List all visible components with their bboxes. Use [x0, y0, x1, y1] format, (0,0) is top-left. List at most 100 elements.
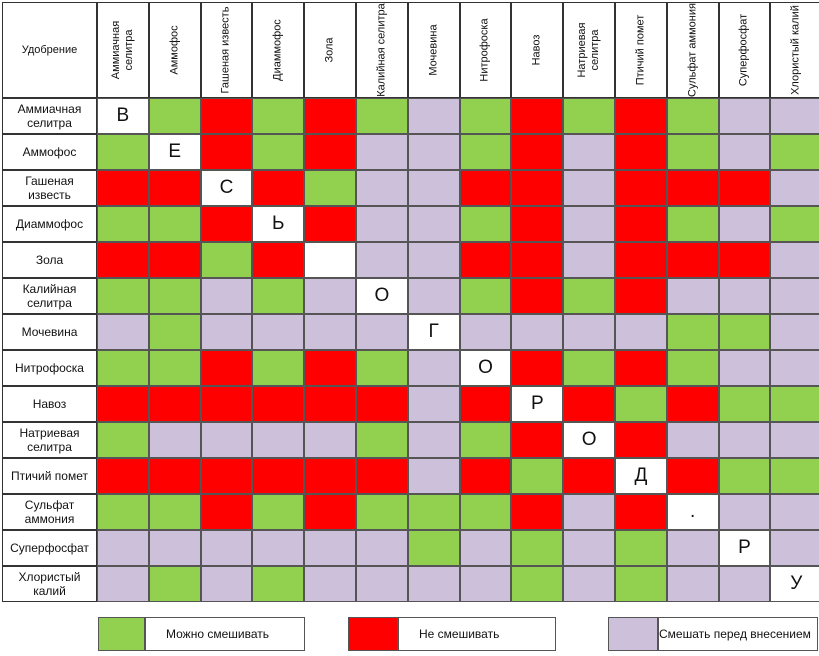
compatibility-cell [770, 242, 819, 278]
compatibility-cell [97, 206, 149, 242]
compatibility-cell [563, 98, 615, 134]
compatibility-cell [666, 422, 719, 458]
column-header-label: Нитрофоска [478, 18, 491, 82]
column-header: Гашеная известь [200, 2, 253, 98]
compatibility-cell [407, 98, 460, 134]
column-header-label: Аммофос [168, 25, 181, 75]
compatibility-cell [356, 206, 408, 242]
compatibility-cell [356, 530, 408, 566]
compatibility-cell [200, 134, 253, 170]
compatibility-cell [148, 278, 201, 314]
compatibility-cell [97, 350, 149, 386]
compatibility-cell [97, 530, 149, 566]
compatibility-cell [718, 422, 771, 458]
compatibility-cell [615, 98, 667, 134]
row-header: Птичий помет [2, 458, 97, 494]
compatibility-cell [459, 134, 512, 170]
compatibility-cell [407, 242, 460, 278]
compatibility-cell [304, 494, 356, 530]
compatibility-cell [148, 350, 201, 386]
compatibility-cell [304, 134, 356, 170]
compatibility-cell [148, 494, 201, 530]
compatibility-cell [252, 98, 305, 134]
compatibility-cell [563, 278, 615, 314]
column-header: Птичий помет [615, 2, 667, 98]
compatibility-cell [770, 170, 819, 206]
compatibility-cell [615, 494, 667, 530]
compatibility-cell [252, 494, 305, 530]
compatibility-cell [252, 530, 305, 566]
column-header-label: Хлористый калий [789, 5, 802, 95]
compatibility-cell [459, 314, 512, 350]
column-header-label: Мочевина [427, 24, 440, 76]
compatibility-cell [718, 206, 771, 242]
compatibility-cell [356, 170, 408, 206]
compatibility-cell [304, 314, 356, 350]
compatibility-cell [615, 242, 667, 278]
compatibility-cell [615, 350, 667, 386]
compatibility-cell [148, 386, 201, 422]
legend-swatch [348, 617, 398, 651]
compatibility-cell [511, 530, 564, 566]
compatibility-cell [563, 314, 615, 350]
compatibility-cell [407, 530, 460, 566]
compatibility-cell [666, 206, 719, 242]
compatibility-cell [200, 206, 253, 242]
compatibility-cell [615, 386, 667, 422]
compatibility-cell [304, 530, 356, 566]
compatibility-cell [718, 350, 771, 386]
compatibility-cell [563, 242, 615, 278]
column-header-label: Калийная селитра [375, 3, 388, 97]
compatibility-cell [511, 278, 564, 314]
compatibility-cell [563, 458, 615, 494]
legend-swatch [608, 617, 658, 651]
row-header: Аммофос [2, 134, 97, 170]
compatibility-cell [97, 422, 149, 458]
compatibility-cell [356, 98, 408, 134]
compatibility-cell [304, 206, 356, 242]
column-header: Натриевая селитра [563, 2, 615, 98]
diagonal-cell: О [356, 278, 408, 314]
column-header: Диаммофос [252, 2, 305, 98]
compatibility-cell [304, 386, 356, 422]
diagonal-cell: С [200, 170, 253, 206]
column-header: Хлористый калий [770, 2, 819, 98]
compatibility-cell [718, 314, 771, 350]
compatibility-cell [252, 170, 305, 206]
row-header: Хлористый калий [2, 566, 97, 602]
compatibility-cell [356, 242, 408, 278]
compatibility-cell [97, 458, 149, 494]
compatibility-cell [407, 350, 460, 386]
compatibility-cell [666, 314, 719, 350]
compatibility-cell [304, 422, 356, 458]
compatibility-cell [304, 98, 356, 134]
diagonal-cell: Ь [252, 206, 305, 242]
compatibility-cell [356, 134, 408, 170]
column-header: Калийная селитра [356, 2, 408, 98]
compatibility-cell [252, 350, 305, 386]
compatibility-cell [615, 422, 667, 458]
compatibility-cell [148, 458, 201, 494]
compatibility-cell [563, 134, 615, 170]
compatibility-cell [148, 530, 201, 566]
compatibility-cell [770, 98, 819, 134]
compatibility-cell [770, 134, 819, 170]
compatibility-cell [770, 458, 819, 494]
compatibility-cell [718, 278, 771, 314]
compatibility-cell [304, 350, 356, 386]
column-header: Мочевина [407, 2, 460, 98]
compatibility-cell [770, 422, 819, 458]
column-header-label: Аммиачная селитра [109, 20, 135, 80]
compatibility-cell [407, 134, 460, 170]
compatibility-cell [304, 170, 356, 206]
column-header-label: Птичий помет [634, 14, 647, 86]
compatibility-cell [615, 278, 667, 314]
row-header: Нитрофоска [2, 350, 97, 386]
compatibility-cell [459, 566, 512, 602]
compatibility-cell [407, 206, 460, 242]
compatibility-cell [200, 350, 253, 386]
compatibility-cell [718, 386, 771, 422]
compatibility-cell [770, 494, 819, 530]
compatibility-cell [718, 566, 771, 602]
compatibility-cell [407, 278, 460, 314]
